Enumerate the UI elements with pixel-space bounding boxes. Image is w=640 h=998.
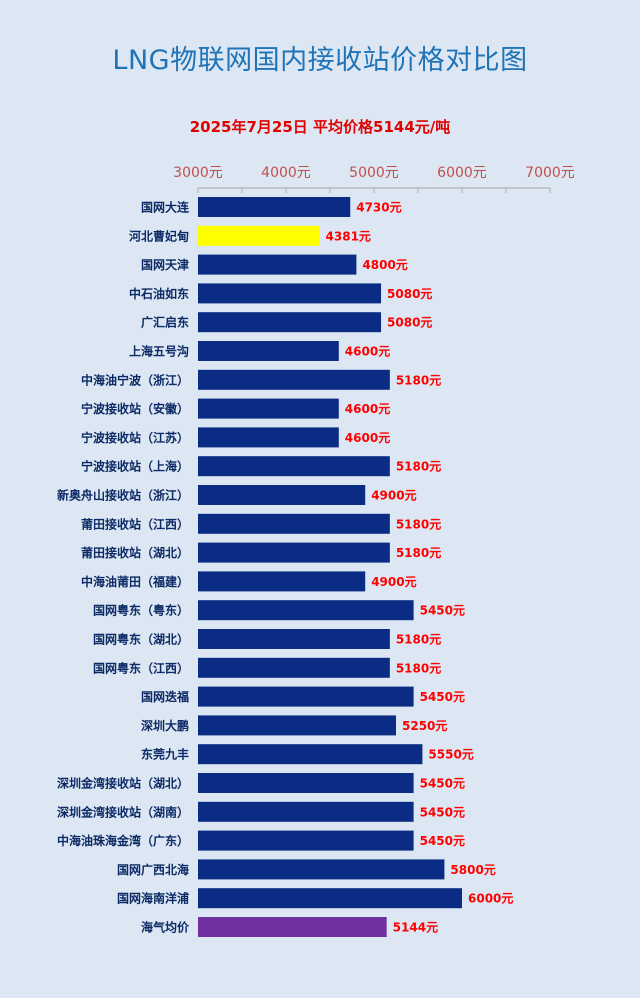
- bar: [198, 254, 357, 275]
- category-label: 深圳大鹏: [141, 718, 189, 733]
- data-label: 5144元: [393, 921, 438, 935]
- bar: [198, 456, 390, 477]
- category-label: 宁波接收站（江苏）: [81, 430, 189, 445]
- bar: [198, 369, 390, 390]
- bar: [198, 600, 414, 621]
- data-label: 5250元: [402, 719, 447, 733]
- bar: [198, 629, 390, 649]
- category-label: 新奥舟山接收站（浙江）: [57, 488, 189, 503]
- bar: [198, 657, 390, 678]
- data-label: 5080元: [387, 316, 432, 330]
- data-label: 4600元: [345, 345, 390, 359]
- category-label: 中石油如东: [129, 286, 189, 301]
- bar: [198, 917, 387, 937]
- category-label: 宁波接收站（安徽）: [81, 401, 189, 416]
- data-label: 4730元: [356, 201, 401, 215]
- data-label: 5180元: [396, 633, 441, 647]
- data-label: 6000元: [468, 892, 513, 906]
- data-label: 5450元: [420, 604, 465, 618]
- data-label: 4800元: [362, 258, 407, 272]
- bar: [198, 283, 382, 304]
- category-label: 河北曹妃甸: [128, 228, 189, 243]
- data-label: 5180元: [396, 517, 441, 531]
- category-label: 国网大连: [141, 200, 190, 215]
- x-tick-label: 3000元: [173, 165, 223, 181]
- category-label: 深圳金湾接收站（湖南）: [57, 804, 189, 819]
- x-tick-label: 6000元: [437, 165, 487, 181]
- x-tick-label: 4000元: [261, 165, 311, 181]
- data-label: 5080元: [387, 287, 432, 301]
- bar: [198, 773, 414, 793]
- category-label: 莆田接收站（湖北）: [81, 545, 189, 560]
- category-label: 东莞九丰: [141, 747, 189, 762]
- category-label: 国网海南洋浦: [117, 891, 189, 906]
- category-label: 广汇启东: [141, 315, 189, 330]
- data-label: 4600元: [345, 431, 390, 445]
- data-label: 5180元: [396, 661, 441, 675]
- bar: [198, 225, 320, 246]
- category-label: 中海油珠海金湾（广东）: [57, 833, 189, 848]
- category-label: 深圳金湾接收站（湖北）: [57, 776, 189, 791]
- chart-title: LNG物联网国内接收站价格对比图: [112, 45, 528, 76]
- data-label: 5450元: [420, 777, 465, 791]
- category-label: 中海油宁波（浙江）: [81, 372, 189, 387]
- data-label: 5800元: [450, 863, 495, 877]
- category-label: 宁波接收站（上海）: [81, 459, 189, 474]
- chart-subtitle: 2025年7月25日 平均价格5144元/吨: [189, 118, 451, 136]
- data-label: 5180元: [396, 546, 441, 560]
- bar: [198, 686, 414, 707]
- data-label: 5450元: [420, 690, 465, 704]
- category-label: 国网粤东（粤东）: [93, 603, 189, 618]
- category-label: 国网粤东（湖北）: [93, 632, 189, 647]
- category-label: 莆田接收站（江西）: [81, 516, 189, 531]
- category-label: 国网迭福: [141, 689, 189, 704]
- data-label: 5550元: [428, 748, 473, 762]
- data-label: 5180元: [396, 460, 441, 474]
- bar: [198, 715, 396, 736]
- data-label: 4600元: [345, 402, 390, 416]
- category-label: 国网广西北海: [117, 862, 189, 877]
- bar: [198, 398, 339, 419]
- data-label: 5180元: [396, 373, 441, 387]
- x-tick-label: 5000元: [349, 165, 399, 181]
- data-label: 4381元: [326, 229, 371, 243]
- bar: [198, 312, 382, 333]
- bar: [198, 485, 366, 505]
- category-label: 中海油莆田（福建）: [81, 574, 189, 589]
- data-label: 4900元: [371, 489, 416, 503]
- bar: [198, 341, 339, 361]
- category-label: 海气均价: [141, 920, 190, 935]
- bar: [198, 427, 339, 448]
- x-tick-label: 7000元: [525, 165, 575, 181]
- bar: [198, 888, 462, 909]
- bar: [198, 513, 390, 534]
- bar: [198, 859, 445, 880]
- bar: [198, 801, 414, 822]
- bar: [198, 744, 423, 765]
- bar: [198, 542, 390, 563]
- bar: [198, 197, 351, 217]
- category-label: 国网天津: [141, 257, 189, 272]
- data-label: 5450元: [420, 805, 465, 819]
- category-label: 国网粤东（江西）: [93, 660, 189, 675]
- data-label: 4900元: [371, 575, 416, 589]
- bar: [198, 830, 414, 851]
- category-label: 上海五号沟: [129, 344, 189, 359]
- bar: [198, 571, 366, 592]
- data-label: 5450元: [420, 834, 465, 848]
